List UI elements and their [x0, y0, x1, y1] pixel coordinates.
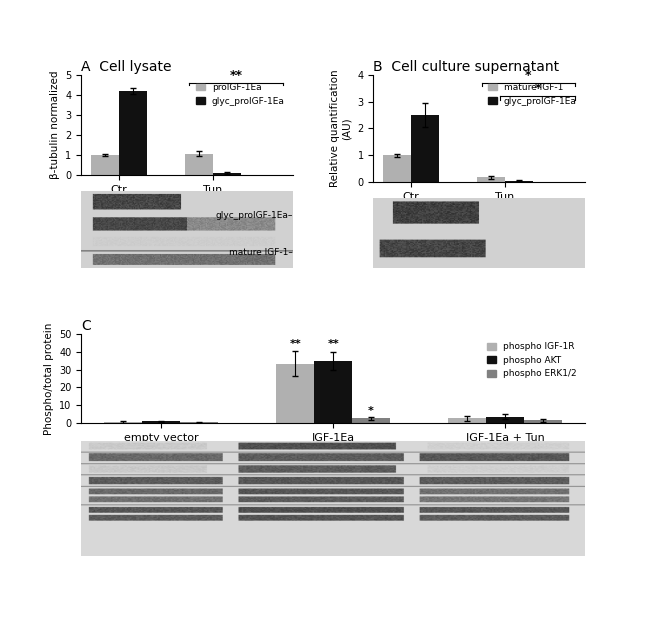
Bar — [448, 418, 486, 423]
Bar — [104, 422, 142, 423]
Bar — [477, 177, 505, 182]
Legend: mature IGF-1, glyc_proIGF-1Ea: mature IGF-1, glyc_proIGF-1Ea — [484, 79, 580, 109]
Bar — [411, 115, 439, 182]
Text: C: C — [81, 319, 91, 333]
Text: **: ** — [289, 339, 301, 349]
Bar — [142, 421, 180, 423]
Y-axis label: Phospho/total protein: Phospho/total protein — [44, 322, 53, 435]
Bar — [505, 181, 533, 182]
Legend: proIGF-1Ea, glyc_proIGF-1Ea: proIGF-1Ea, glyc_proIGF-1Ea — [192, 79, 289, 109]
Text: *: * — [368, 406, 374, 416]
Y-axis label: Relative quantification
(AU): Relative quantification (AU) — [330, 69, 352, 188]
Bar — [91, 155, 119, 175]
Bar — [276, 364, 314, 423]
Bar — [525, 420, 562, 423]
Bar — [352, 418, 390, 423]
Bar — [314, 361, 352, 423]
Text: *: * — [525, 69, 532, 82]
Y-axis label: β-tubulin normalized: β-tubulin normalized — [49, 71, 60, 179]
Text: glyc_proIGF-1Ea–: glyc_proIGF-1Ea– — [216, 211, 293, 220]
Text: mature IGF-1–: mature IGF-1– — [229, 248, 293, 257]
Bar — [383, 155, 411, 182]
Bar — [119, 91, 147, 175]
Text: *: * — [534, 82, 541, 95]
Text: **: ** — [327, 339, 339, 349]
Bar — [486, 417, 525, 423]
Bar — [213, 173, 241, 175]
Legend: phospho IGF-1R, phospho AKT, phospho ERK1/2: phospho IGF-1R, phospho AKT, phospho ERK… — [484, 339, 580, 382]
Text: **: ** — [230, 69, 243, 82]
Text: B  Cell culture supernatant: B Cell culture supernatant — [373, 60, 560, 74]
Bar — [185, 154, 213, 175]
Text: A  Cell lysate: A Cell lysate — [81, 60, 172, 74]
